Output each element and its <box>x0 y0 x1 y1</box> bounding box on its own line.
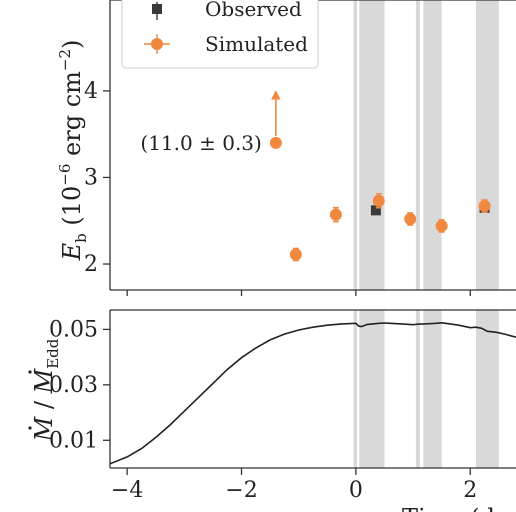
top-y-axis-label: Eb (10−6 erg cm−2) <box>56 40 90 262</box>
shaded-band-1 <box>359 0 385 290</box>
bottom-xtick-label-0: −4 <box>111 478 143 503</box>
shaded-band-3 <box>423 310 442 468</box>
legend-entry-observed: Observed <box>152 0 302 21</box>
top-ytick-label-2: 4 <box>84 79 98 104</box>
bottom-x-ticks: −4 −2 0 2 <box>111 468 477 503</box>
simulated-point-1 <box>329 208 342 221</box>
top-x-ticks <box>126 290 471 296</box>
mdot-dot-numerator <box>28 426 32 430</box>
bottom-ytick-label-0: 0.01 <box>49 428 98 453</box>
shaded-band-4 <box>475 0 499 290</box>
top-panel: 234 (11.0 ± 0.3) Observed Simulated Eb <box>56 0 516 296</box>
shaded-band-0 <box>353 0 358 290</box>
mdot-dot-denominator <box>28 370 32 374</box>
simulated-point-3 <box>404 213 417 226</box>
top-data-points <box>289 193 491 262</box>
top-ytick-label-0: 2 <box>84 252 98 277</box>
top-ytick-label-1: 3 <box>84 165 98 190</box>
shaded-band-4 <box>475 310 499 468</box>
shaded-band-3 <box>423 0 442 290</box>
legend-observed-marker <box>152 4 162 14</box>
bottom-x-axis-label: Time (d <box>402 504 495 512</box>
bottom-y-ticks: 0.01 0.03 0.05 <box>49 317 110 453</box>
legend-box <box>121 0 319 69</box>
legend-observed-label: Observed <box>205 0 302 21</box>
bottom-xtick-label-3: 2 <box>463 478 477 503</box>
bottom-xtick-label-1: −2 <box>225 478 257 503</box>
simulated-point-0 <box>289 248 302 261</box>
legend-simulated-label: Simulated <box>205 32 308 56</box>
legend-simulated-marker <box>151 38 163 50</box>
mdot-overdots <box>28 370 32 430</box>
bottom-shaded-bands <box>353 310 499 468</box>
top-shaded-bands <box>353 0 499 290</box>
bottom-panel: 0.01 0.03 0.05 −4 −2 0 2 M / MEdd Time (d <box>28 309 516 512</box>
bottom-ytick-label-2: 0.05 <box>49 317 98 342</box>
top-axes <box>109 0 516 291</box>
accretion-rate-line <box>110 321 516 465</box>
legend-entry-simulated: Simulated <box>144 32 308 56</box>
top-y-ticks: 2 3 4 <box>84 79 110 277</box>
annotation: (11.0 ± 0.3) <box>140 90 282 155</box>
shaded-band-1 <box>359 310 385 468</box>
shaded-band-0 <box>353 310 358 468</box>
bottom-y-axis-label: M / MEdd <box>30 338 62 442</box>
bottom-ytick-label-1: 0.03 <box>49 373 98 398</box>
bottom-axes <box>109 309 516 469</box>
shaded-band-2 <box>415 310 420 468</box>
bottom-xtick-label-2: 0 <box>349 478 363 503</box>
legend: Observed Simulated <box>121 0 319 69</box>
simulated-point-2 <box>372 194 385 207</box>
observed-point-0 <box>370 205 381 216</box>
shaded-band-2 <box>415 0 420 290</box>
simulated-point-4 <box>435 219 448 232</box>
annotation-text: (11.0 ± 0.3) <box>140 131 261 155</box>
simulated-point-5 <box>478 200 491 213</box>
annotation-point <box>269 136 282 149</box>
